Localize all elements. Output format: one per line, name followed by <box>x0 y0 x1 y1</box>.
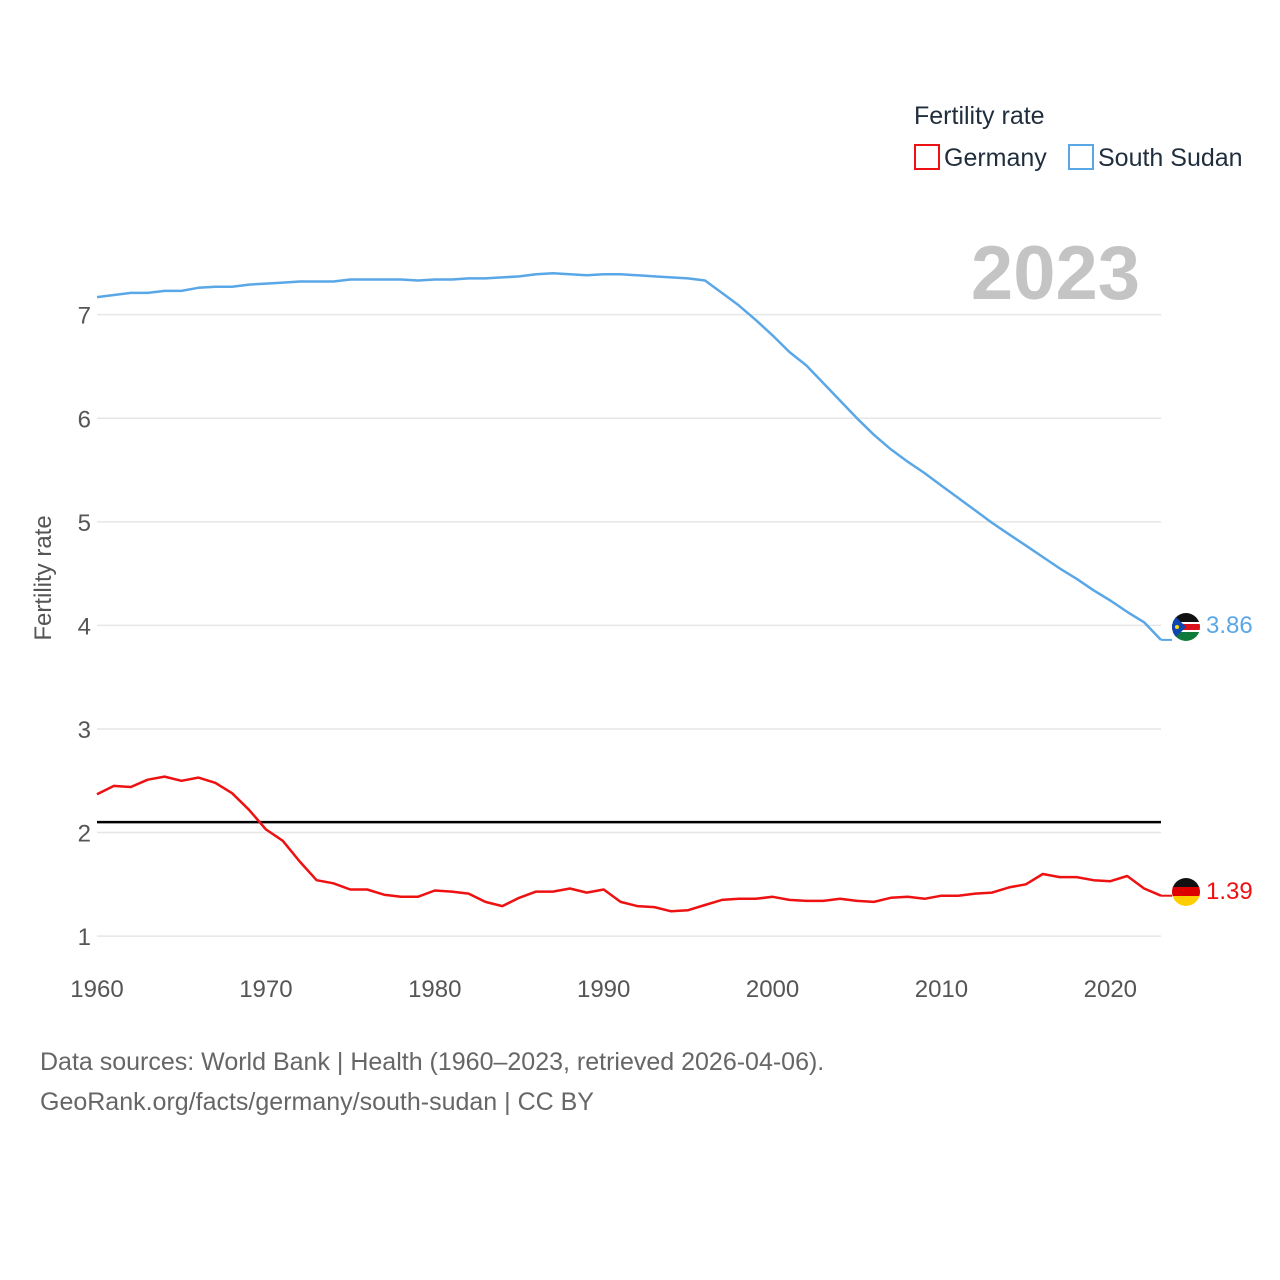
series-line-south-sudan[interactable] <box>96 272 1162 641</box>
y-axis-title: Fertility rate <box>30 515 57 640</box>
y-tick-label: 1 <box>78 924 91 951</box>
x-tick-label: 1970 <box>239 976 292 1003</box>
germany-flag-icon <box>1172 878 1200 906</box>
fertility-chart: 1 2 3 4 5 6 7 1960 1970 1980 1990 2000 2010 2020 Fer… <box>30 102 1253 1003</box>
legend-swatch-south-sudan[interactable] <box>1068 144 1094 170</box>
legend-title: Fertility rate <box>914 102 1045 130</box>
south-sudan-end-label: 3.86 <box>1206 612 1253 639</box>
y-tick-label: 5 <box>78 510 91 537</box>
x-tick-label: 2020 <box>1084 976 1137 1003</box>
y-tick-label: 2 <box>78 821 91 848</box>
source-line-1: Data sources: World Bank | Health (1960–… <box>40 1048 825 1076</box>
south-sudan-flag-icon <box>1172 613 1200 641</box>
legend: Fertility rate Germany South Sudan <box>914 102 1243 172</box>
y-tick-label: 6 <box>78 406 91 433</box>
year-label: 2023 <box>971 231 1140 316</box>
source-note: Data sources: World Bank | Health (1960–… <box>40 1042 824 1122</box>
germany-end-label: 1.39 <box>1206 878 1253 905</box>
gridlines <box>97 313 1161 937</box>
y-tick-label: 3 <box>78 717 91 744</box>
legend-label-south-sudan[interactable]: South Sudan <box>1098 144 1243 172</box>
y-tick-label: 7 <box>78 303 91 330</box>
y-axis-ticks: 1 2 3 4 5 6 7 <box>78 303 91 951</box>
x-axis-ticks: 1960 1970 1980 1990 2000 2010 2020 <box>70 976 1137 1003</box>
x-tick-label: 2010 <box>915 976 968 1003</box>
y-tick-label: 4 <box>78 613 91 640</box>
x-tick-label: 1960 <box>70 976 123 1003</box>
x-tick-label: 2000 <box>746 976 799 1003</box>
x-tick-label: 1980 <box>408 976 461 1003</box>
legend-swatch-germany[interactable] <box>914 144 940 170</box>
source-line-2[interactable]: GeoRank.org/facts/germany/south-sudan | … <box>40 1088 594 1116</box>
series-line-germany[interactable] <box>96 775 1162 913</box>
x-tick-label: 1990 <box>577 976 630 1003</box>
legend-label-germany[interactable]: Germany <box>944 144 1047 172</box>
